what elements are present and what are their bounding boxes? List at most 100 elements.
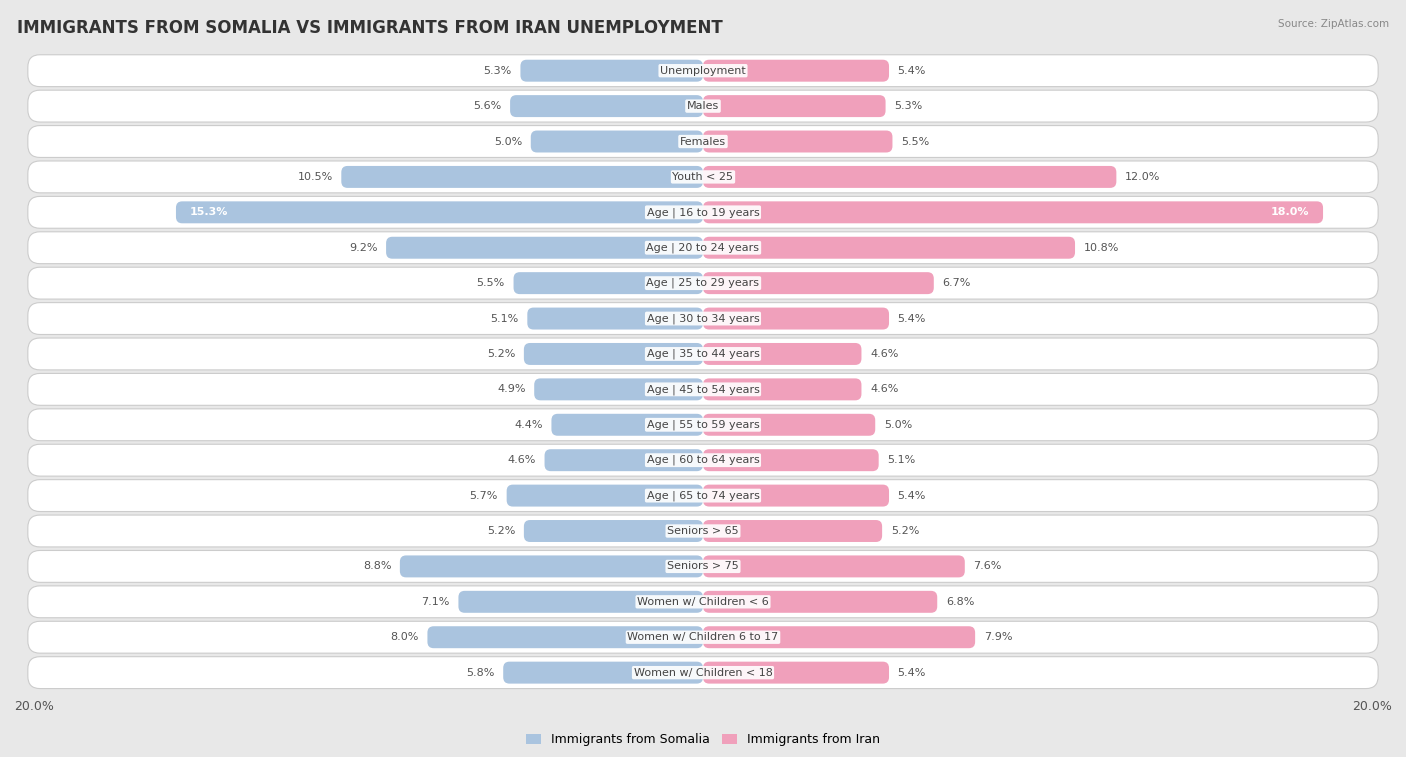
FancyBboxPatch shape <box>703 166 1116 188</box>
Text: 8.0%: 8.0% <box>391 632 419 642</box>
FancyBboxPatch shape <box>524 343 703 365</box>
Text: Women w/ Children < 18: Women w/ Children < 18 <box>634 668 772 678</box>
FancyBboxPatch shape <box>703 414 875 436</box>
Text: Unemployment: Unemployment <box>661 66 745 76</box>
FancyBboxPatch shape <box>534 378 703 400</box>
FancyBboxPatch shape <box>28 657 1378 689</box>
FancyBboxPatch shape <box>703 449 879 471</box>
FancyBboxPatch shape <box>28 161 1378 193</box>
Text: 6.7%: 6.7% <box>942 278 970 288</box>
FancyBboxPatch shape <box>703 343 862 365</box>
FancyBboxPatch shape <box>28 621 1378 653</box>
Text: 5.2%: 5.2% <box>486 349 515 359</box>
Text: 10.8%: 10.8% <box>1084 243 1119 253</box>
Text: Age | 35 to 44 years: Age | 35 to 44 years <box>647 349 759 360</box>
FancyBboxPatch shape <box>387 237 703 259</box>
FancyBboxPatch shape <box>510 95 703 117</box>
FancyBboxPatch shape <box>342 166 703 188</box>
FancyBboxPatch shape <box>458 591 703 613</box>
Text: 5.1%: 5.1% <box>887 455 915 466</box>
Text: 5.0%: 5.0% <box>884 420 912 430</box>
FancyBboxPatch shape <box>703 378 862 400</box>
Text: 4.4%: 4.4% <box>515 420 543 430</box>
Text: 5.0%: 5.0% <box>494 136 522 147</box>
FancyBboxPatch shape <box>703 626 976 648</box>
Text: 12.0%: 12.0% <box>1125 172 1160 182</box>
Text: 6.8%: 6.8% <box>946 597 974 607</box>
Text: 5.3%: 5.3% <box>894 101 922 111</box>
FancyBboxPatch shape <box>28 126 1378 157</box>
Text: 20.0%: 20.0% <box>1353 699 1392 713</box>
Text: Age | 30 to 34 years: Age | 30 to 34 years <box>647 313 759 324</box>
Text: 5.4%: 5.4% <box>897 66 927 76</box>
Text: Age | 55 to 59 years: Age | 55 to 59 years <box>647 419 759 430</box>
Text: 9.2%: 9.2% <box>349 243 377 253</box>
Text: Females: Females <box>681 136 725 147</box>
FancyBboxPatch shape <box>524 520 703 542</box>
Text: 10.5%: 10.5% <box>298 172 333 182</box>
Text: 20.0%: 20.0% <box>14 699 53 713</box>
FancyBboxPatch shape <box>703 273 934 294</box>
Text: 7.9%: 7.9% <box>984 632 1012 642</box>
Text: Seniors > 75: Seniors > 75 <box>666 562 740 572</box>
Legend: Immigrants from Somalia, Immigrants from Iran: Immigrants from Somalia, Immigrants from… <box>520 728 886 752</box>
FancyBboxPatch shape <box>28 586 1378 618</box>
Text: Women w/ Children 6 to 17: Women w/ Children 6 to 17 <box>627 632 779 642</box>
FancyBboxPatch shape <box>28 550 1378 582</box>
Text: 5.3%: 5.3% <box>484 66 512 76</box>
FancyBboxPatch shape <box>703 60 889 82</box>
FancyBboxPatch shape <box>28 55 1378 86</box>
FancyBboxPatch shape <box>28 232 1378 263</box>
FancyBboxPatch shape <box>399 556 703 578</box>
Text: 5.1%: 5.1% <box>491 313 519 323</box>
Text: Age | 25 to 29 years: Age | 25 to 29 years <box>647 278 759 288</box>
Text: 4.6%: 4.6% <box>870 349 898 359</box>
FancyBboxPatch shape <box>551 414 703 436</box>
Text: 5.2%: 5.2% <box>891 526 920 536</box>
Text: 5.2%: 5.2% <box>486 526 515 536</box>
FancyBboxPatch shape <box>703 307 889 329</box>
Text: 5.4%: 5.4% <box>897 668 927 678</box>
FancyBboxPatch shape <box>28 196 1378 229</box>
FancyBboxPatch shape <box>703 130 893 152</box>
FancyBboxPatch shape <box>531 130 703 152</box>
Text: Age | 45 to 54 years: Age | 45 to 54 years <box>647 384 759 394</box>
FancyBboxPatch shape <box>513 273 703 294</box>
FancyBboxPatch shape <box>28 338 1378 370</box>
FancyBboxPatch shape <box>28 267 1378 299</box>
FancyBboxPatch shape <box>703 237 1076 259</box>
Text: Women w/ Children < 6: Women w/ Children < 6 <box>637 597 769 607</box>
Text: 5.4%: 5.4% <box>897 313 927 323</box>
Text: 4.9%: 4.9% <box>498 385 526 394</box>
Text: 5.5%: 5.5% <box>901 136 929 147</box>
Text: Youth < 25: Youth < 25 <box>672 172 734 182</box>
Text: 4.6%: 4.6% <box>508 455 536 466</box>
Text: 5.8%: 5.8% <box>467 668 495 678</box>
Text: 15.3%: 15.3% <box>190 207 228 217</box>
FancyBboxPatch shape <box>28 409 1378 441</box>
FancyBboxPatch shape <box>503 662 703 684</box>
FancyBboxPatch shape <box>28 373 1378 405</box>
Text: Seniors > 65: Seniors > 65 <box>668 526 738 536</box>
FancyBboxPatch shape <box>28 480 1378 512</box>
FancyBboxPatch shape <box>703 484 889 506</box>
Text: 5.4%: 5.4% <box>897 491 927 500</box>
FancyBboxPatch shape <box>703 201 1323 223</box>
Text: 5.5%: 5.5% <box>477 278 505 288</box>
FancyBboxPatch shape <box>28 444 1378 476</box>
FancyBboxPatch shape <box>527 307 703 329</box>
FancyBboxPatch shape <box>520 60 703 82</box>
FancyBboxPatch shape <box>176 201 703 223</box>
FancyBboxPatch shape <box>28 90 1378 122</box>
FancyBboxPatch shape <box>703 520 882 542</box>
Text: 18.0%: 18.0% <box>1271 207 1309 217</box>
Text: Age | 20 to 24 years: Age | 20 to 24 years <box>647 242 759 253</box>
FancyBboxPatch shape <box>506 484 703 506</box>
FancyBboxPatch shape <box>703 662 889 684</box>
FancyBboxPatch shape <box>703 591 938 613</box>
Text: 5.7%: 5.7% <box>470 491 498 500</box>
Text: 8.8%: 8.8% <box>363 562 391 572</box>
Text: 5.6%: 5.6% <box>474 101 502 111</box>
Text: Age | 16 to 19 years: Age | 16 to 19 years <box>647 207 759 217</box>
Text: 4.6%: 4.6% <box>870 385 898 394</box>
